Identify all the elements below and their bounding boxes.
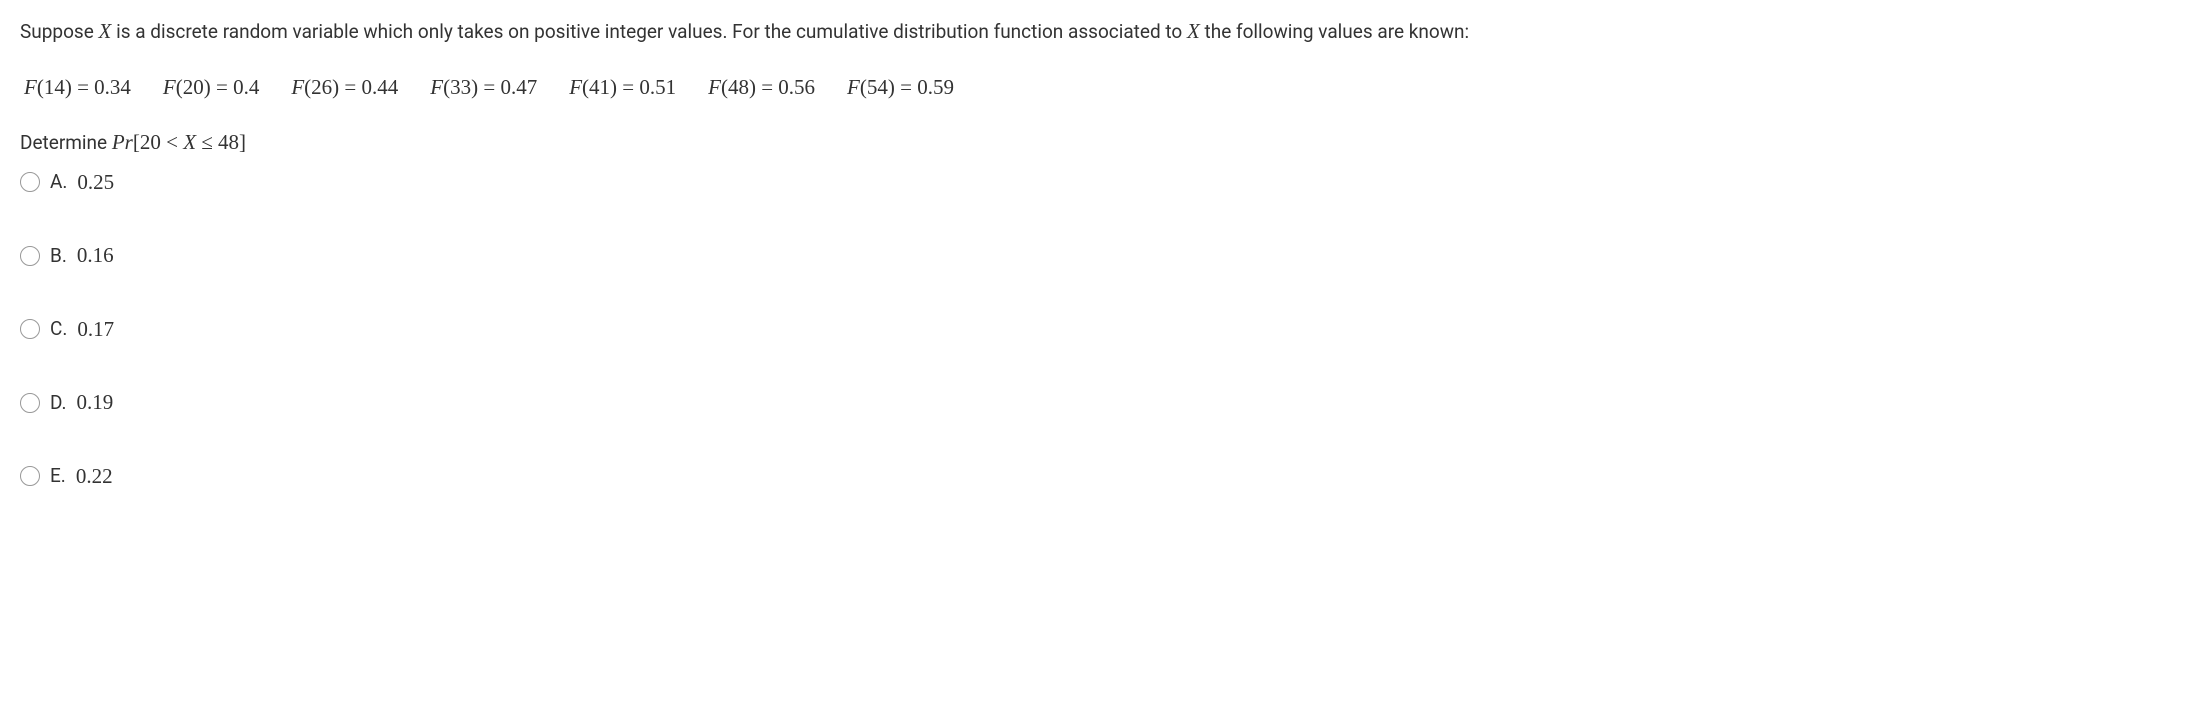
cdf-eq: =	[895, 75, 917, 99]
expr-open: [20 <	[133, 130, 183, 154]
pr-symbol: Pr	[112, 130, 133, 154]
option-letter: C.	[50, 315, 67, 344]
cdf-value: F(20) = 0.4	[163, 72, 259, 104]
determine-expr: Pr[20 < X ≤ 48]	[112, 130, 246, 154]
cdf-arg: 54	[867, 75, 888, 99]
cdf-value: F(41) = 0.51	[569, 72, 676, 104]
intro-var-2: X	[1187, 19, 1200, 43]
radio-d[interactable]	[20, 393, 40, 413]
cdf-arg: 26	[311, 75, 332, 99]
cdf-val: 0.59	[917, 75, 954, 99]
cdf-val: 0.44	[362, 75, 399, 99]
option-value: 0.16	[77, 240, 114, 272]
option-letter: B.	[50, 242, 67, 271]
option-a[interactable]: A. 0.25	[20, 167, 2177, 199]
cdf-eq: =	[339, 75, 361, 99]
answer-options: A. 0.25 B. 0.16 C. 0.17 D. 0.19 E. 0.22	[20, 167, 2177, 493]
radio-e[interactable]	[20, 466, 40, 486]
cdf-func: F	[569, 75, 582, 99]
cdf-func: F	[291, 75, 304, 99]
expr-close: ≤ 48]	[196, 130, 246, 154]
option-letter: E.	[50, 462, 66, 491]
cdf-value: F(48) = 0.56	[708, 72, 815, 104]
option-value: 0.25	[77, 167, 114, 199]
cdf-value: F(14) = 0.34	[24, 72, 131, 104]
intro-text-3: the following values are known:	[1200, 20, 1469, 43]
option-value: 0.22	[76, 461, 113, 493]
cdf-arg: 20	[183, 75, 204, 99]
cdf-val: 0.34	[94, 75, 131, 99]
option-e[interactable]: E. 0.22	[20, 461, 2177, 493]
cdf-eq: =	[72, 75, 94, 99]
cdf-val: 0.4	[233, 75, 259, 99]
cdf-func: F	[430, 75, 443, 99]
option-letter: A.	[50, 168, 67, 197]
intro-var-1: X	[99, 19, 112, 43]
cdf-arg: 48	[728, 75, 749, 99]
expr-var: X	[183, 130, 196, 154]
radio-c[interactable]	[20, 319, 40, 339]
option-value: 0.19	[77, 387, 114, 419]
cdf-func: F	[24, 75, 37, 99]
cdf-value: F(33) = 0.47	[430, 72, 537, 104]
cdf-val: 0.51	[639, 75, 676, 99]
question-intro: Suppose X is a discrete random variable …	[20, 16, 2177, 48]
cdf-arg: 14	[44, 75, 65, 99]
cdf-arg: 33	[450, 75, 471, 99]
determine-line: Determine Pr[20 < X ≤ 48]	[20, 127, 2177, 159]
intro-text-2: is a discrete random variable which only…	[111, 20, 1187, 43]
cdf-eq: =	[211, 75, 233, 99]
cdf-values-row: F(14) = 0.34 F(20) = 0.4 F(26) = 0.44 F(…	[20, 72, 2177, 104]
cdf-func: F	[163, 75, 176, 99]
cdf-val: 0.47	[500, 75, 537, 99]
cdf-func: F	[708, 75, 721, 99]
radio-b[interactable]	[20, 246, 40, 266]
cdf-eq: =	[756, 75, 778, 99]
cdf-eq: =	[478, 75, 500, 99]
option-c[interactable]: C. 0.17	[20, 314, 2177, 346]
option-value: 0.17	[77, 314, 114, 346]
cdf-val: 0.56	[778, 75, 815, 99]
option-d[interactable]: D. 0.19	[20, 387, 2177, 419]
option-b[interactable]: B. 0.16	[20, 240, 2177, 272]
cdf-func: F	[847, 75, 860, 99]
cdf-arg: 41	[589, 75, 610, 99]
determine-label: Determine	[20, 131, 112, 154]
cdf-value: F(26) = 0.44	[291, 72, 398, 104]
option-letter: D.	[50, 389, 67, 418]
cdf-value: F(54) = 0.59	[847, 72, 954, 104]
cdf-eq: =	[617, 75, 639, 99]
intro-text-1: Suppose	[20, 20, 99, 43]
radio-a[interactable]	[20, 172, 40, 192]
